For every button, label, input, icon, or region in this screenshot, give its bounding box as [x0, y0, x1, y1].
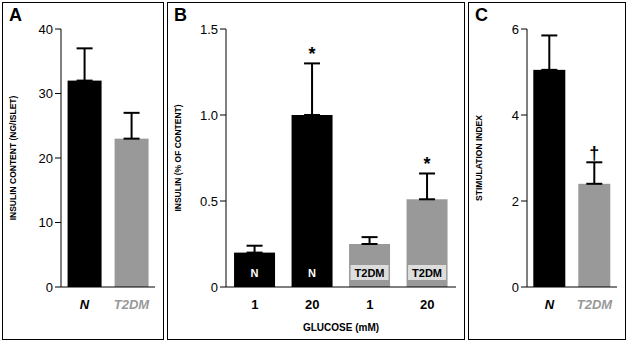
svg-text:N: N [251, 267, 259, 279]
svg-text:STIMULATION INDEX: STIMULATION INDEX [474, 115, 484, 201]
svg-text:1: 1 [251, 297, 258, 312]
svg-text:N: N [545, 297, 555, 312]
svg-text:0: 0 [211, 280, 218, 295]
svg-text:1.5: 1.5 [200, 22, 218, 37]
svg-text:2: 2 [512, 194, 519, 209]
svg-text:T2DM: T2DM [114, 297, 151, 312]
svg-text:T2DM: T2DM [577, 297, 614, 312]
svg-text:10: 10 [39, 215, 53, 230]
svg-text:20: 20 [420, 297, 434, 312]
svg-text:20: 20 [305, 297, 319, 312]
svg-text:N: N [80, 297, 90, 312]
svg-text:4: 4 [512, 108, 519, 123]
html-text:C: C [475, 5, 488, 25]
svg-text:INSULIN (% OF CONTENT): INSULIN (% OF CONTENT) [173, 104, 183, 211]
svg-text:*: * [424, 154, 431, 174]
svg-text:GLUCOSE (mM): GLUCOSE (mM) [303, 322, 379, 333]
svg-text:30: 30 [39, 86, 53, 101]
svg-text:*: * [309, 44, 316, 64]
svg-text:20: 20 [39, 151, 53, 166]
html-text:B: B [174, 5, 187, 25]
svg-text:T2DM: T2DM [355, 267, 385, 279]
html-text:A: A [9, 5, 22, 25]
svg-text:0: 0 [512, 280, 519, 295]
svg-text:1.0: 1.0 [200, 108, 218, 123]
svg-text:1: 1 [366, 297, 373, 312]
svg-text:40: 40 [39, 22, 53, 37]
svg-text:6: 6 [512, 22, 519, 37]
svg-text:†: † [589, 143, 599, 163]
svg-text:0.5: 0.5 [200, 194, 218, 209]
svg-text:T2DM: T2DM [412, 267, 442, 279]
svg-text:INSULIN CONTENT (NG/ISLET): INSULIN CONTENT (NG/ISLET) [8, 96, 18, 221]
svg-text:0: 0 [46, 280, 53, 295]
svg-text:N: N [308, 267, 316, 279]
